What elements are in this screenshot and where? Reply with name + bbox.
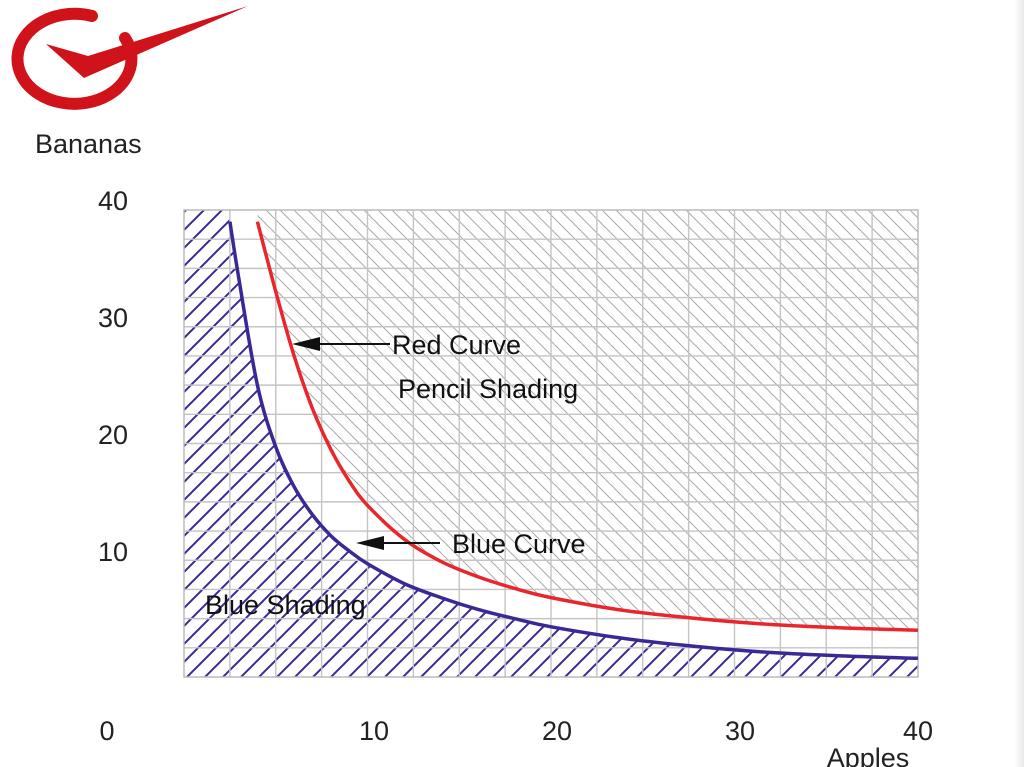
slide-edge-shadow (1014, 0, 1024, 767)
blue-curve-label: Blue Curve (452, 529, 586, 559)
x-tick-label: 10 (359, 716, 389, 746)
pencil-shading-area (257, 210, 918, 631)
x-tick-labels: 0 10 20 30 40 (99, 716, 933, 746)
x-axis-title: Apples (827, 743, 910, 767)
pencil-shading-label: Pencil Shading (398, 374, 578, 404)
blue-shading-area (184, 210, 918, 677)
checkmark-logo (11, 6, 248, 110)
x-tick-label: 20 (542, 716, 572, 746)
y-tick-label: 40 (98, 186, 128, 216)
blue-curve-arrowhead (356, 536, 384, 550)
x-tick-label: 30 (725, 716, 755, 746)
y-tick-label: 20 (98, 420, 128, 450)
red-curve-arrowhead (292, 337, 320, 351)
y-tick-labels: 40 30 20 10 (98, 186, 128, 567)
red-curve-label: Red Curve (392, 330, 521, 360)
logo-check (46, 6, 248, 78)
y-axis-title: Bananas (35, 129, 142, 159)
grid (184, 210, 918, 677)
blue-curve (228, 221, 918, 661)
logo-ring (11, 7, 138, 110)
plot-border (183, 209, 919, 678)
red-curve-annotation: Red Curve (292, 330, 521, 360)
y-tick-label: 10 (98, 537, 128, 567)
red-curve (255, 221, 918, 633)
blue-shading-label: Blue Shading (205, 590, 366, 620)
x-tick-label: 40 (903, 716, 933, 746)
blue-curve-annotation: Blue Curve (356, 529, 586, 559)
x-tick-label: 0 (99, 716, 114, 746)
y-tick-label: 30 (98, 303, 128, 333)
